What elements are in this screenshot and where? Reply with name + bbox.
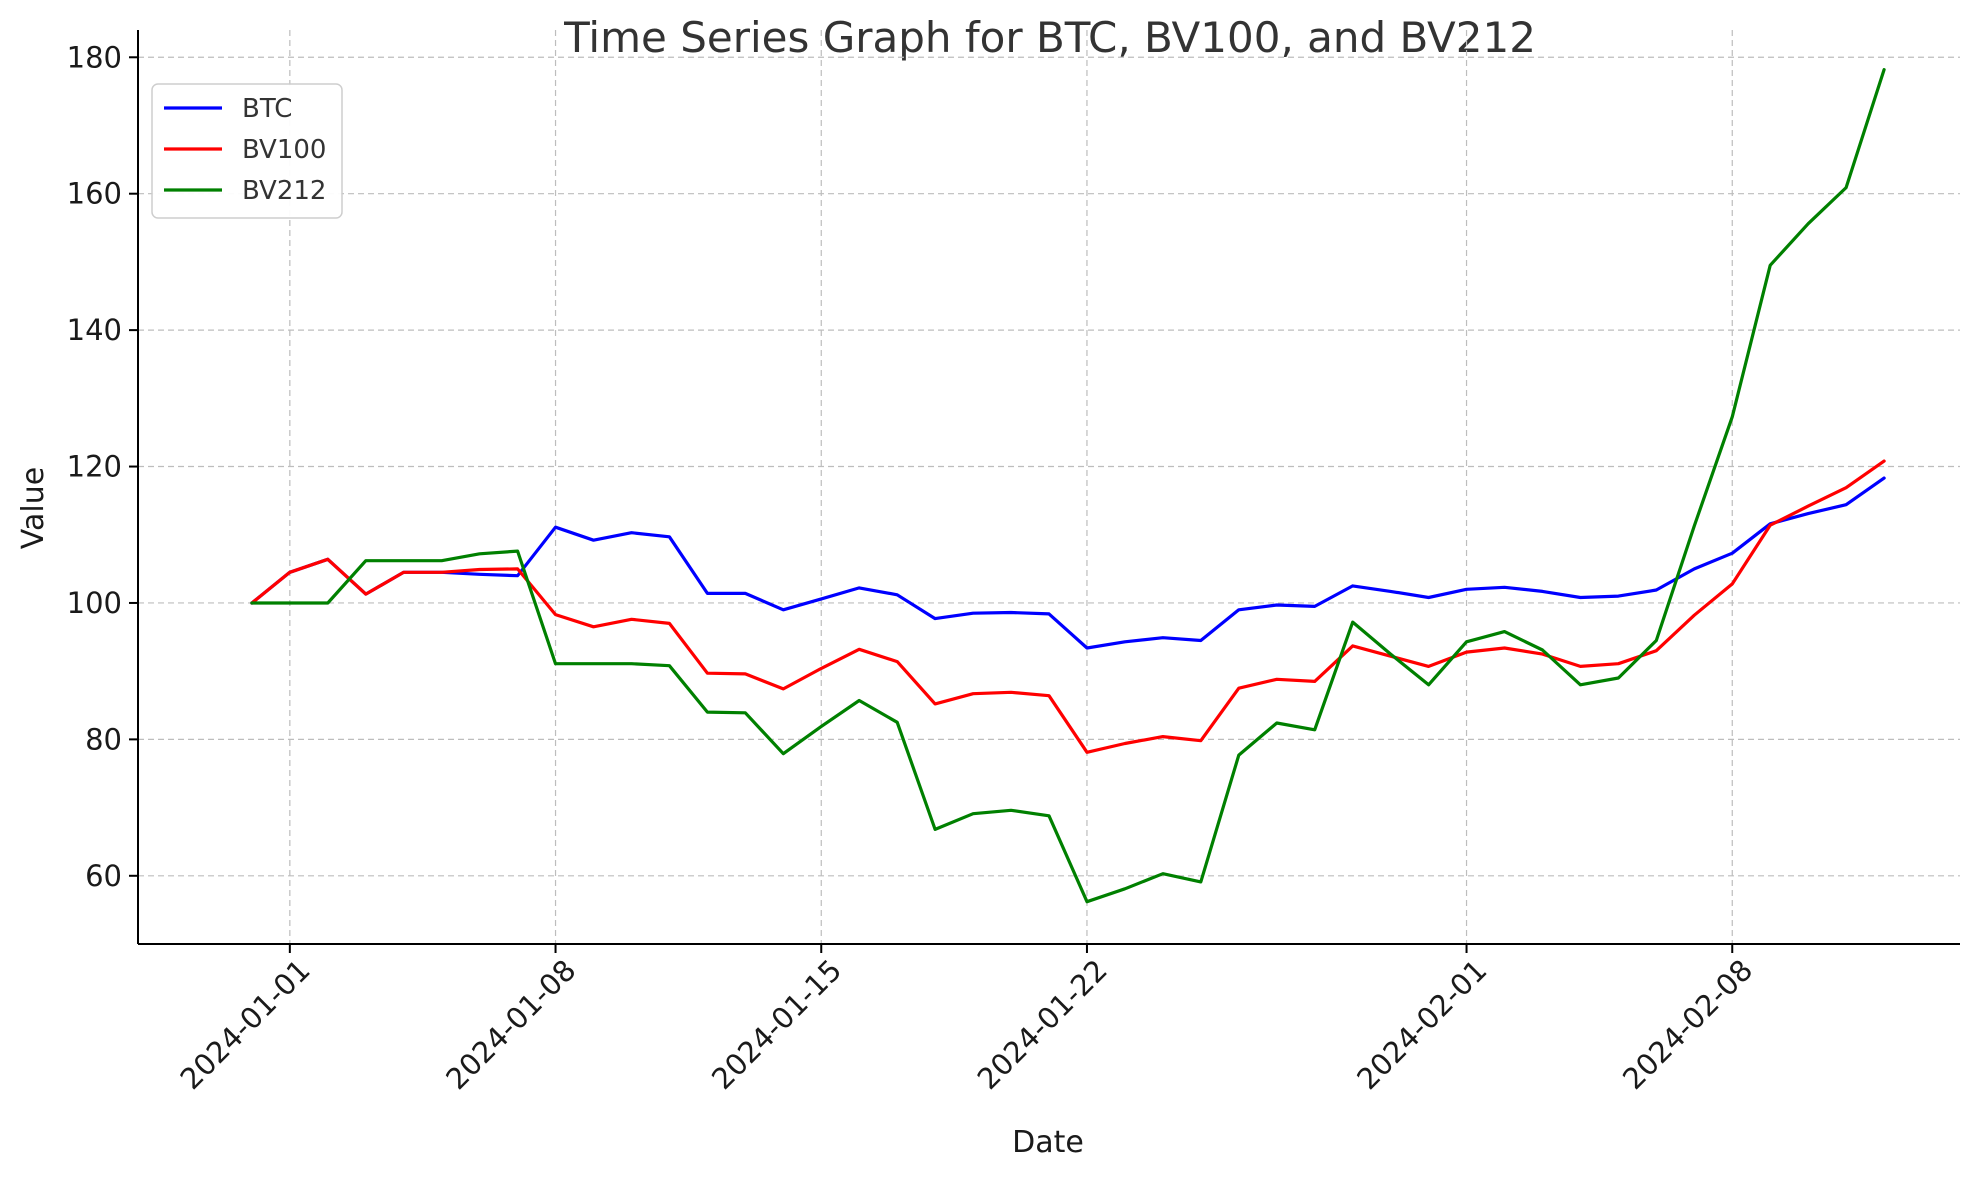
x-tick-label: 2024-02-08 <box>1616 953 1759 1096</box>
y-tick-label: 140 <box>67 313 122 347</box>
x-axis-ticks: 2024-01-01 2024-01-08 2024-01-15 2024-01-22… <box>174 944 1759 1096</box>
series-lines <box>250 67 1886 904</box>
x-tick-label: 2024-02-01 <box>1350 953 1493 1096</box>
legend: BTC BV100 BV212 <box>151 83 343 219</box>
y-tick-label: 100 <box>67 586 122 620</box>
series-line-bv212 <box>250 67 1886 904</box>
legend-box <box>151 83 343 219</box>
y-tick-label: 60 <box>85 859 122 893</box>
y-tick-label: 160 <box>67 177 122 211</box>
series-line-btc <box>250 476 1886 650</box>
legend-label-btc: BTC <box>242 94 292 124</box>
y-tick-label: 180 <box>67 40 122 74</box>
y-tick-label: 80 <box>85 722 122 756</box>
axes <box>137 30 1960 945</box>
series-line-bv100 <box>250 459 1886 754</box>
x-axis-label: Date <box>1012 1125 1084 1160</box>
x-tick-label: 2024-01-01 <box>174 953 317 1096</box>
x-tick-label: 2024-01-22 <box>971 953 1114 1096</box>
chart-title: Time Series Graph for BTC, BV100, and BV… <box>563 13 1536 62</box>
legend-label-bv100: BV100 <box>242 135 326 165</box>
grid-lines <box>138 30 1960 944</box>
x-tick-label: 2024-01-08 <box>439 953 582 1096</box>
y-axis-ticks: 60 80 100 120 140 160 180 <box>67 40 138 893</box>
y-tick-label: 120 <box>67 450 122 484</box>
legend-label-bv212: BV212 <box>242 176 326 206</box>
x-tick-label: 2024-01-15 <box>705 953 848 1096</box>
y-axis-label: Value <box>16 467 51 549</box>
